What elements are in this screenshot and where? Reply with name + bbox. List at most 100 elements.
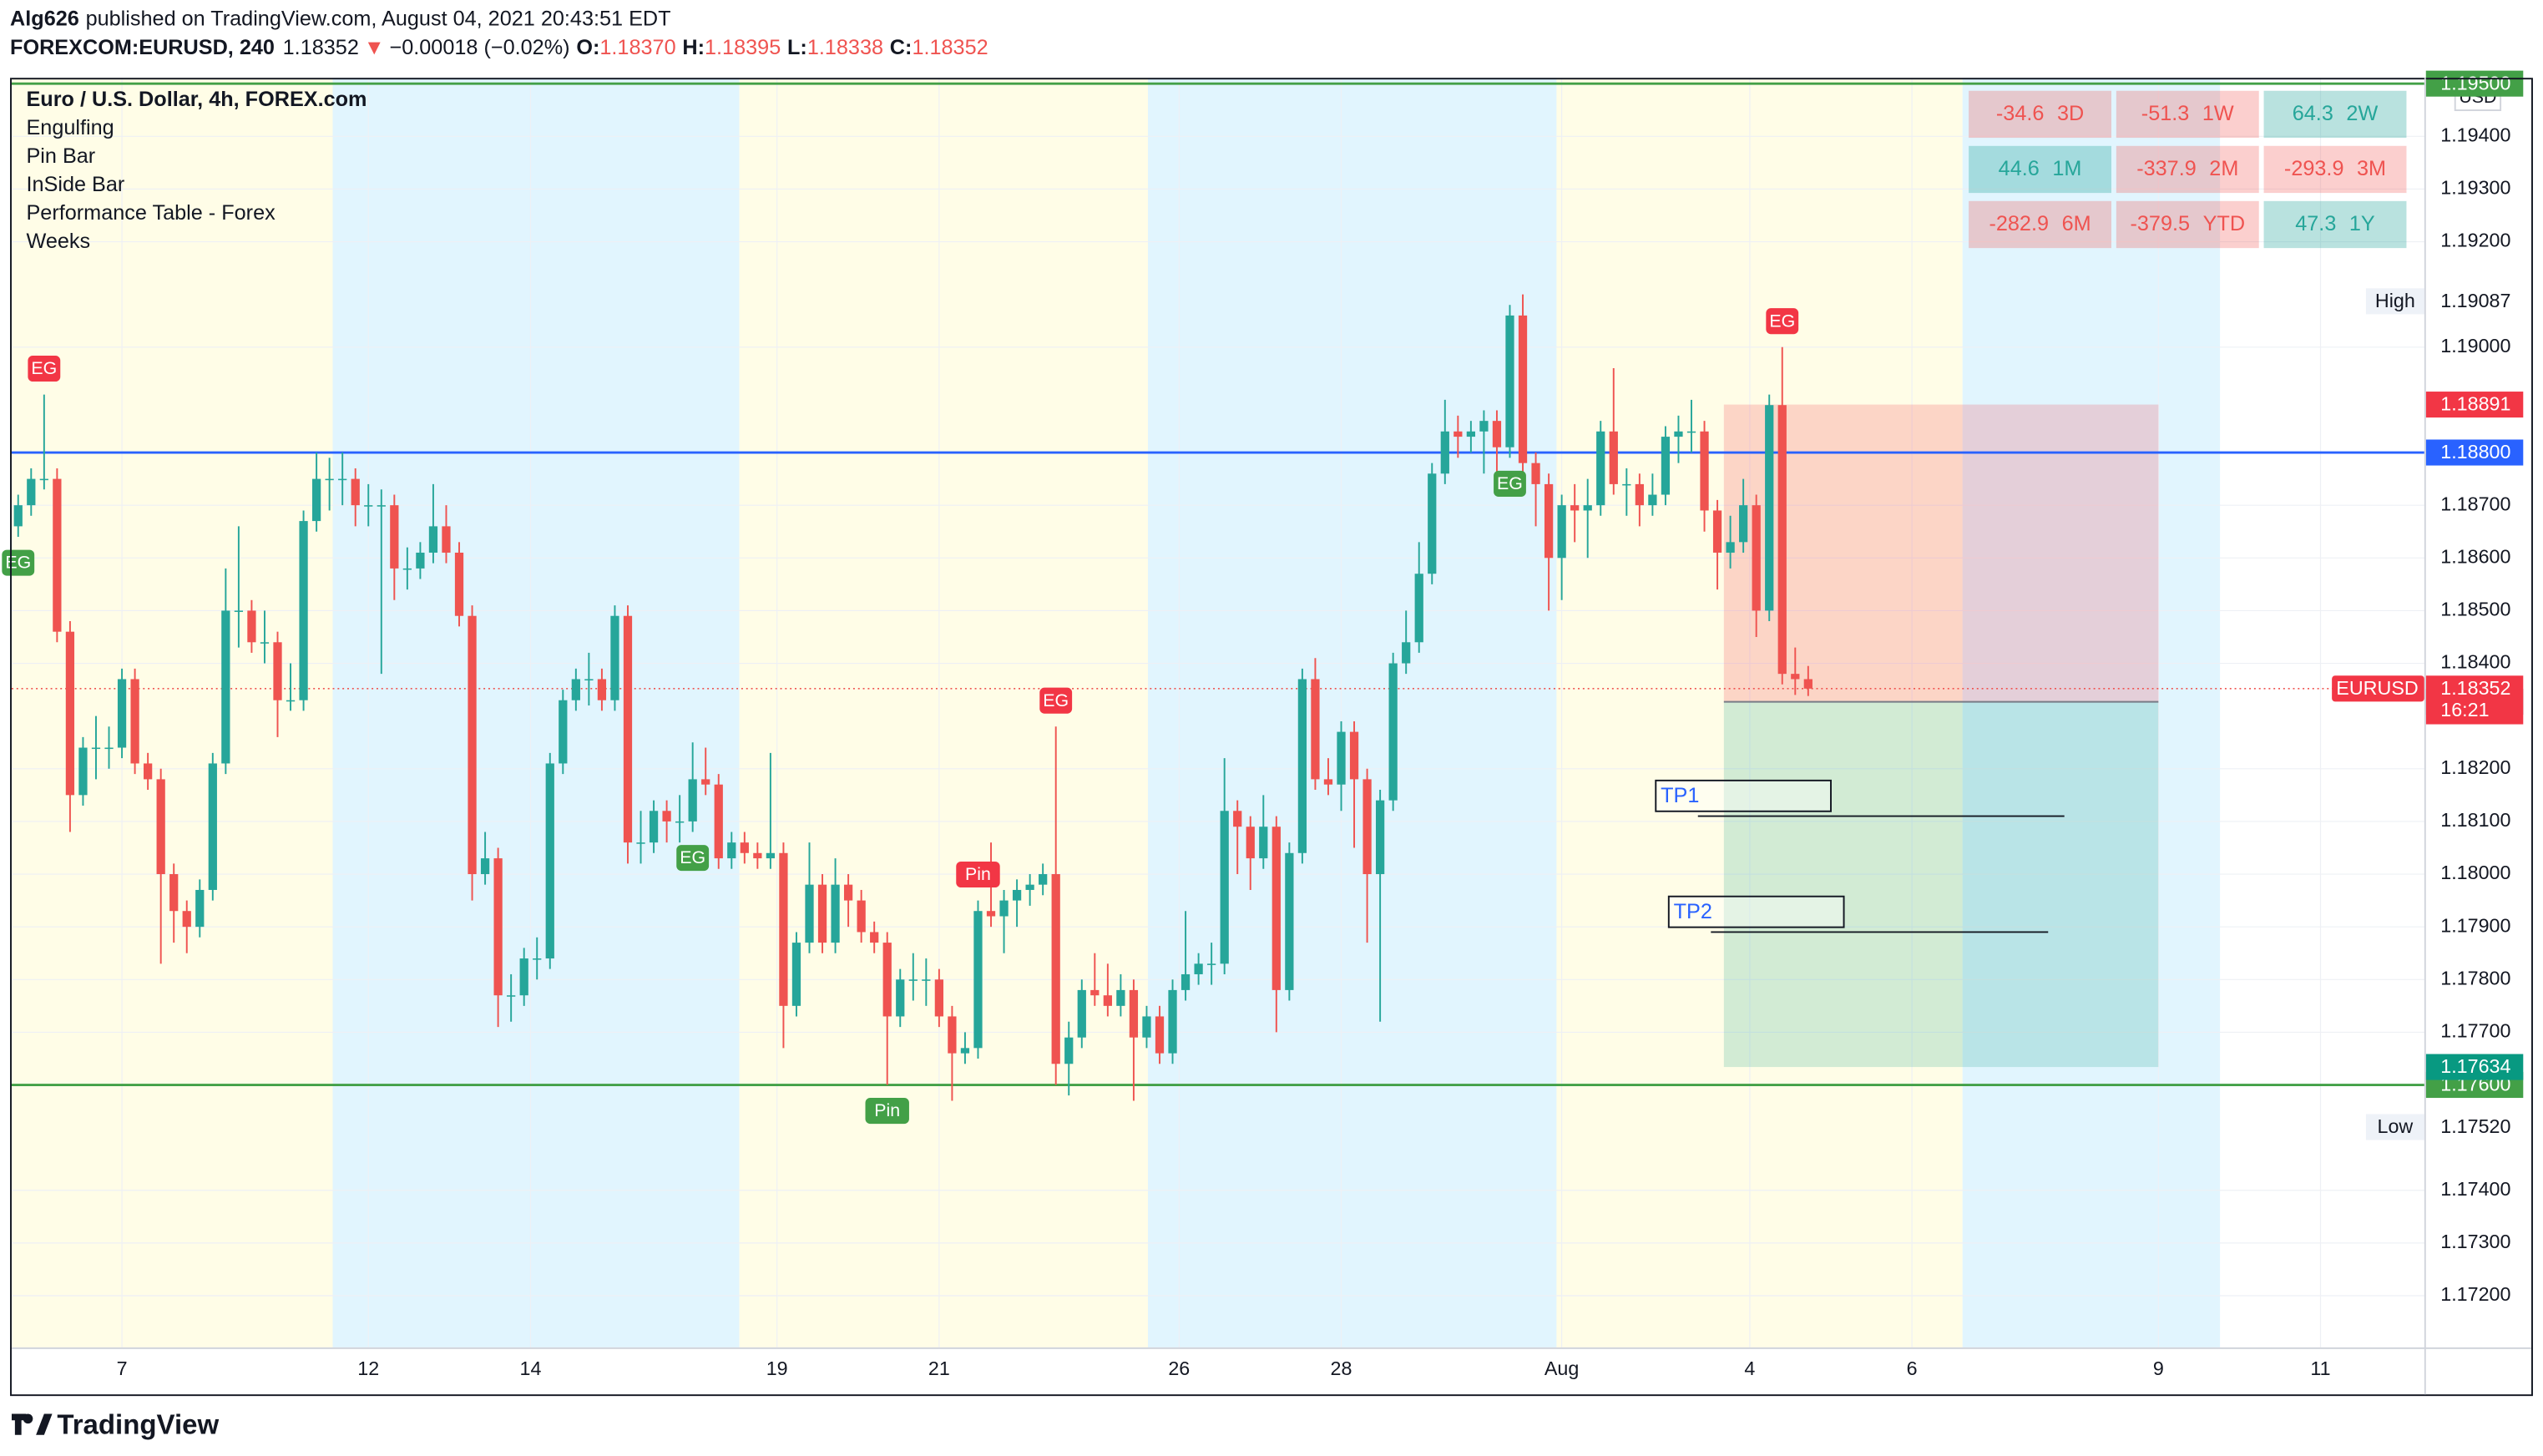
ohlc-value: 1.18370 bbox=[599, 36, 675, 59]
candle-body bbox=[1012, 889, 1022, 901]
candle-body bbox=[144, 763, 153, 780]
candle-body bbox=[1388, 663, 1398, 801]
candle-body bbox=[1116, 989, 1125, 1006]
candle-body bbox=[1596, 431, 1605, 506]
candle-body bbox=[1259, 827, 1268, 859]
target-zone bbox=[1723, 701, 2159, 1068]
candle-body bbox=[559, 700, 568, 764]
performance-text: -282.9 6M bbox=[1989, 212, 2091, 235]
candle-body bbox=[1544, 483, 1554, 559]
signal-label: EG bbox=[1497, 473, 1523, 493]
x-tick-label: 14 bbox=[520, 1357, 542, 1379]
candle-body bbox=[1557, 505, 1566, 559]
candle-body bbox=[208, 763, 217, 890]
candle-body bbox=[1454, 431, 1463, 437]
candle-body bbox=[1233, 811, 1242, 827]
candle-body bbox=[493, 858, 503, 996]
change: −0.00018 (−0.02%) bbox=[390, 36, 570, 59]
candle-body bbox=[416, 552, 425, 569]
performance-value: -379.5 bbox=[2130, 212, 2190, 235]
signal-label: Pin bbox=[874, 1100, 900, 1120]
performance-cell bbox=[2116, 145, 2259, 194]
x-tick-label: 26 bbox=[1168, 1357, 1190, 1379]
performance-value: 64.3 bbox=[2293, 102, 2333, 125]
price-tag-label: 1.17634 bbox=[2440, 1055, 2510, 1077]
candle-body bbox=[130, 679, 139, 764]
candle-body bbox=[221, 610, 230, 764]
candle-body bbox=[195, 889, 205, 928]
candle-body bbox=[533, 958, 542, 960]
signal-label: Pin bbox=[965, 864, 991, 884]
x-tick-label: 9 bbox=[2153, 1357, 2164, 1379]
candle-body bbox=[39, 478, 48, 481]
performance-text: 44.6 1M bbox=[1999, 157, 2082, 180]
y-tick-label: 1.19300 bbox=[2440, 177, 2510, 199]
candle-body bbox=[442, 526, 451, 553]
candle-body bbox=[1765, 405, 1774, 611]
candle-body bbox=[1077, 989, 1086, 1038]
x-tick-label: Aug bbox=[1545, 1357, 1579, 1379]
candle-body bbox=[390, 505, 399, 569]
candle-body bbox=[1363, 779, 1372, 875]
candle-body bbox=[1375, 800, 1385, 875]
logo-text: TradingView bbox=[57, 1409, 219, 1440]
candle-body bbox=[27, 478, 36, 506]
candle-body bbox=[948, 1016, 957, 1054]
candle-body bbox=[364, 505, 373, 507]
y-tick-label: 1.17800 bbox=[2440, 967, 2510, 988]
candle-body bbox=[1712, 510, 1722, 553]
candle-body bbox=[1090, 989, 1100, 996]
y-tick-label: 1.18600 bbox=[2440, 545, 2510, 567]
frame bbox=[10, 78, 2533, 1397]
x-tick-label: 28 bbox=[1331, 1357, 1352, 1379]
candle-body bbox=[480, 858, 490, 875]
x-tick-label: 19 bbox=[766, 1357, 788, 1379]
price-tag-label: 1.18891 bbox=[2440, 393, 2510, 415]
candle-body bbox=[896, 979, 905, 1017]
price-tag bbox=[2425, 1054, 2524, 1080]
price-tag bbox=[2425, 392, 2524, 418]
week-band bbox=[1556, 78, 1963, 1347]
candle-body bbox=[91, 747, 101, 750]
candle-body bbox=[649, 811, 659, 843]
signal-badge bbox=[1766, 308, 1799, 335]
performance-text: 47.3 1Y bbox=[2295, 212, 2375, 235]
candle-body bbox=[571, 679, 580, 700]
candle-body bbox=[662, 811, 671, 822]
performance-text: 64.3 2W bbox=[2293, 102, 2379, 125]
last-symbol: EURUSD bbox=[2336, 677, 2418, 699]
candle-body bbox=[791, 943, 801, 1006]
candle-body bbox=[1635, 483, 1644, 506]
performance-period: 2M bbox=[2209, 157, 2238, 180]
candle-body bbox=[65, 631, 75, 796]
candle-body bbox=[1803, 679, 1812, 689]
target-box bbox=[1667, 895, 1845, 928]
signal-badge bbox=[865, 1098, 909, 1125]
performance-value: -282.9 bbox=[1989, 212, 2049, 235]
stop-zone bbox=[1723, 404, 2159, 702]
y-tick-label: 1.17400 bbox=[2440, 1178, 2510, 1200]
legend-item: Weeks bbox=[26, 230, 90, 253]
x-tick-label: 7 bbox=[117, 1357, 128, 1379]
candle-body bbox=[817, 884, 827, 943]
candle-body bbox=[1402, 642, 1411, 664]
candle-body bbox=[675, 821, 685, 823]
candle-body bbox=[402, 568, 412, 570]
candle-body bbox=[960, 1048, 970, 1054]
candle-body bbox=[351, 478, 360, 506]
candle-body bbox=[273, 642, 282, 700]
legend-title: Euro / U.S. Dollar, 4h, FOREX.com bbox=[26, 88, 367, 111]
performance-cell bbox=[1969, 145, 2112, 194]
y-tick-label: 1.19200 bbox=[2440, 230, 2510, 251]
performance-cell bbox=[2263, 200, 2407, 249]
candle-body bbox=[1414, 574, 1423, 643]
performance-text: -379.5 YTD bbox=[2130, 212, 2245, 235]
ohlc-key: C: bbox=[890, 36, 913, 59]
performance-text: -51.3 1W bbox=[2141, 102, 2234, 125]
extreme-value: 1.17520 bbox=[2440, 1115, 2510, 1137]
performance-period: 3D bbox=[2057, 102, 2084, 125]
extreme-value: 1.19087 bbox=[2440, 290, 2510, 311]
signal-label: EG bbox=[5, 553, 31, 573]
